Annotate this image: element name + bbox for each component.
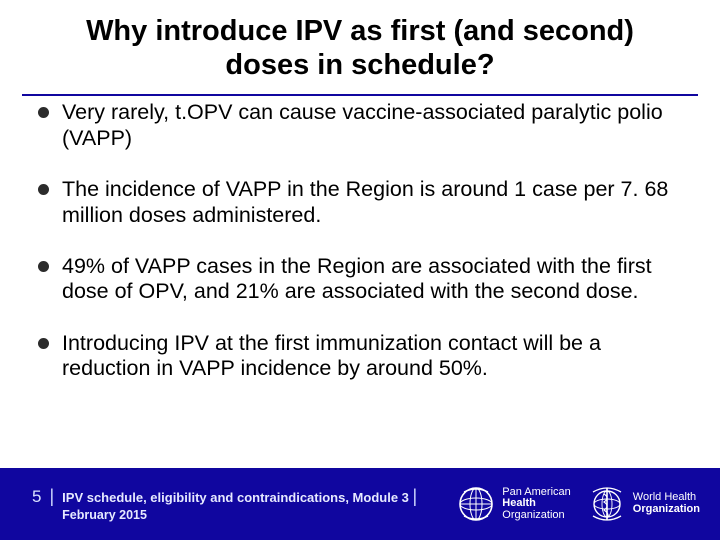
page-number: 5 xyxy=(32,487,41,507)
paho-org-block: Pan American Health Organization xyxy=(458,486,570,522)
footer-separator: | xyxy=(49,486,54,507)
bullet-item: Introducing IPV at the first immunizatio… xyxy=(36,331,684,382)
who-org-block: World Health Organization xyxy=(589,486,700,522)
footer-date: February 2015 xyxy=(62,508,417,522)
who-logo-icon xyxy=(589,486,625,522)
footer-right: Pan American Health Organization xyxy=(458,486,700,522)
bullet-item: Very rarely, t.OPV can cause vaccine-ass… xyxy=(36,100,684,151)
title-block: Why introduce IPV as first (and second) … xyxy=(0,0,720,88)
org-line: Organization xyxy=(502,510,570,522)
org-line: Organization xyxy=(633,504,700,516)
bullet-item: 49% of VAPP cases in the Region are asso… xyxy=(36,254,684,305)
bullet-list: Very rarely, t.OPV can cause vaccine-ass… xyxy=(36,100,684,381)
paho-label: Pan American Health Organization xyxy=(502,487,570,522)
slide-title: Why introduce IPV as first (and second) … xyxy=(60,14,660,82)
footer-meta: IPV schedule, eligibility and contraindi… xyxy=(62,486,417,522)
module-title: IPV schedule, eligibility and contraindi… xyxy=(62,490,409,505)
slide-footer: 5 | IPV schedule, eligibility and contra… xyxy=(0,468,720,540)
who-label: World Health Organization xyxy=(633,492,700,515)
slide: Why introduce IPV as first (and second) … xyxy=(0,0,720,540)
paho-logo-icon xyxy=(458,486,494,522)
bullet-item: The incidence of VAPP in the Region is a… xyxy=(36,177,684,228)
footer-separator: | xyxy=(413,486,418,506)
footer-left: 5 | IPV schedule, eligibility and contra… xyxy=(32,486,417,522)
